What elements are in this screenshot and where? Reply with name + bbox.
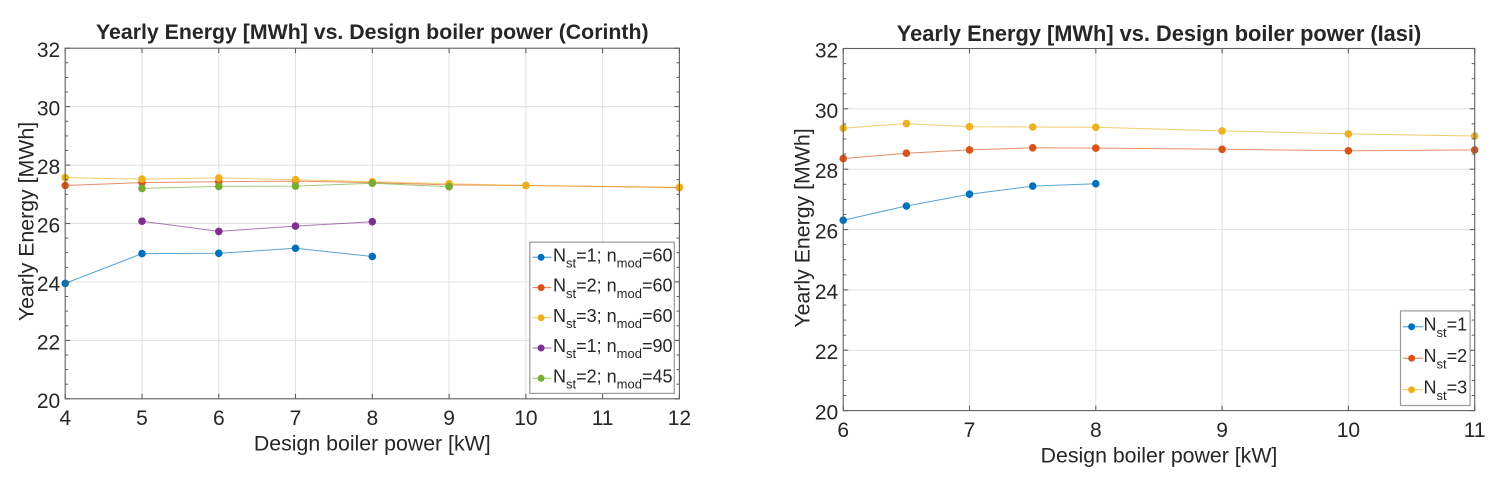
svg-text:11: 11 bbox=[1464, 419, 1486, 442]
svg-text:10: 10 bbox=[514, 407, 537, 430]
svg-text:10: 10 bbox=[1337, 419, 1360, 442]
svg-text:Nst=3; nmod=60: Nst=3; nmod=60 bbox=[553, 306, 673, 331]
svg-text:5: 5 bbox=[136, 407, 148, 430]
svg-text:20: 20 bbox=[37, 390, 60, 413]
svg-text:7: 7 bbox=[290, 407, 302, 430]
svg-text:11: 11 bbox=[592, 407, 614, 430]
svg-text:7: 7 bbox=[964, 419, 976, 442]
svg-text:30: 30 bbox=[815, 100, 838, 123]
svg-text:22: 22 bbox=[815, 341, 838, 364]
svg-text:8: 8 bbox=[366, 407, 378, 430]
svg-text:20: 20 bbox=[815, 402, 838, 425]
svg-text:30: 30 bbox=[37, 98, 60, 121]
svg-text:Nst=2: Nst=2 bbox=[1424, 346, 1468, 372]
svg-text:24: 24 bbox=[815, 281, 839, 304]
svg-text:24: 24 bbox=[37, 273, 61, 296]
svg-text:Nst=2; nmod=60: Nst=2; nmod=60 bbox=[553, 276, 673, 301]
svg-text:32: 32 bbox=[37, 39, 60, 62]
svg-text:28: 28 bbox=[815, 160, 838, 183]
svg-text:26: 26 bbox=[37, 215, 60, 238]
svg-text:4: 4 bbox=[59, 407, 71, 430]
svg-text:6: 6 bbox=[213, 407, 225, 430]
svg-text:12: 12 bbox=[668, 407, 691, 430]
svg-text:Nst=1; nmod=90: Nst=1; nmod=90 bbox=[553, 336, 673, 361]
svg-text:28: 28 bbox=[37, 156, 60, 179]
svg-text:26: 26 bbox=[815, 221, 838, 244]
svg-text:9: 9 bbox=[443, 407, 455, 430]
svg-text:32: 32 bbox=[815, 40, 838, 63]
svg-text:Yearly Energy [MWh]: Yearly Energy [MWh] bbox=[15, 122, 39, 321]
svg-text:Nst=1: Nst=1 bbox=[1424, 315, 1468, 341]
svg-text:8: 8 bbox=[1090, 419, 1102, 442]
svg-text:Yearly Energy [MWh]: Yearly Energy [MWh] bbox=[791, 128, 815, 327]
svg-text:Nst=1; nmod=60: Nst=1; nmod=60 bbox=[553, 245, 673, 270]
svg-text:Nst=2; nmod=45: Nst=2; nmod=45 bbox=[553, 366, 673, 391]
svg-text:6: 6 bbox=[837, 419, 849, 442]
svg-text:Yearly Energy [MWh] vs. Design: Yearly Energy [MWh] vs. Design boiler po… bbox=[897, 21, 1421, 46]
svg-text:Design boiler power [kW]: Design boiler power [kW] bbox=[1041, 443, 1278, 467]
svg-text:22: 22 bbox=[37, 331, 60, 354]
svg-text:Design boiler power [kW]: Design boiler power [kW] bbox=[254, 431, 491, 455]
svg-text:9: 9 bbox=[1216, 419, 1228, 442]
svg-text:Nst=3: Nst=3 bbox=[1424, 378, 1468, 404]
svg-text:Yearly Energy [MWh] vs. Design: Yearly Energy [MWh] vs. Design boiler po… bbox=[96, 20, 649, 44]
